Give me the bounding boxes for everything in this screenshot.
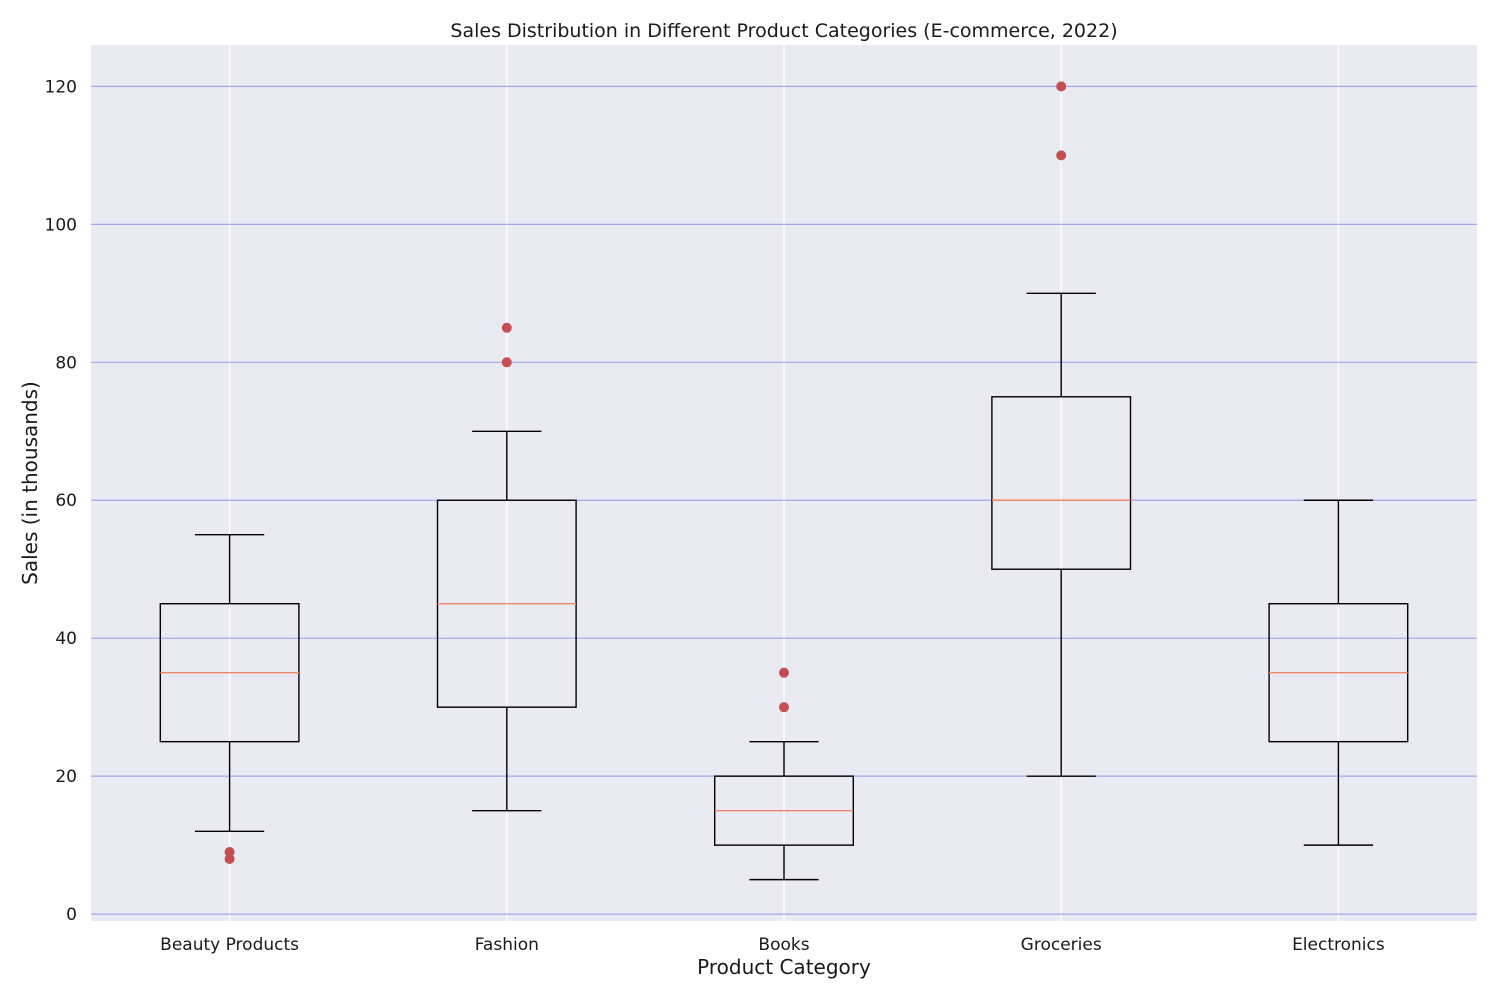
y-tick-label: 40 [55,629,77,649]
y-tick-label: 0 [66,905,77,925]
y-tick-labels: 0 20 40 60 80 100 120 [45,77,77,925]
y-tick-label: 120 [45,77,77,97]
y-axis-label: Sales (in thousands) [18,381,42,585]
outlier-point [224,847,235,858]
box-electronics [1268,499,1409,846]
box-beauty-products [159,534,300,864]
x-tick-label: Books [758,935,809,955]
outlier-point [779,667,789,678]
outlier-point [1056,81,1067,92]
outlier-point [501,357,512,368]
chart-title: Sales Distribution in Different Product … [450,20,1117,42]
outlier-point [779,702,789,713]
x-tick-label: Fashion [475,935,539,955]
outlier-point [501,322,512,333]
box-books [714,667,855,881]
x-tick-label: Electronics [1292,935,1385,955]
x-tick-labels: Beauty Products Fashion Books Groceries Elec… [160,935,1385,955]
y-tick-label: 60 [55,491,77,511]
outlier-point [1056,150,1067,161]
y-tick-label: 80 [55,353,77,373]
outlier-point [224,853,235,864]
x-tick-label: Groceries [1021,935,1102,955]
iqr-box [991,396,1132,570]
y-tick-label: 20 [55,767,77,787]
box-groceries [991,81,1132,777]
x-tick-label: Beauty Products [160,935,299,955]
y-tick-label: 100 [45,215,77,235]
x-axis-label: Product Category [697,955,871,979]
box-fashion [436,322,577,812]
box-layer [159,81,1409,881]
